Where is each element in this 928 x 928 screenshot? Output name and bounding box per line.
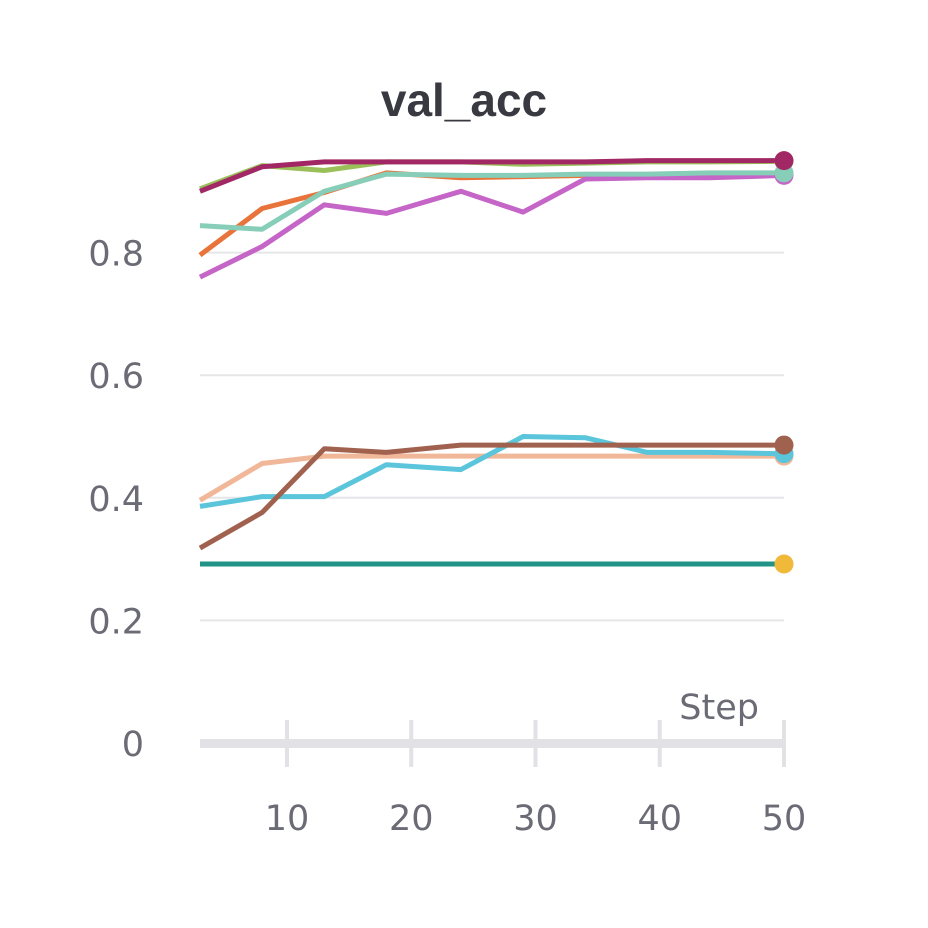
series-line-4	[199, 170, 784, 232]
x-tick-label: 20	[389, 799, 434, 839]
y-tick-label: 0.6	[88, 357, 144, 397]
chart-title: val_acc	[381, 74, 547, 126]
series-line-3	[198, 172, 785, 280]
x-axis-label: Step	[679, 688, 759, 728]
series-endpoint-8	[774, 435, 794, 455]
x-axis: 10 20 30 40 50	[200, 720, 806, 839]
series-line-8	[198, 442, 784, 551]
series-line-7	[199, 434, 785, 509]
x-tick-label: 10	[265, 799, 310, 839]
series-line-5	[199, 158, 784, 194]
x-tick-label: 40	[637, 799, 682, 839]
series-lines	[198, 158, 785, 567]
series-endpoint-9	[774, 554, 794, 574]
series-endpoint-5	[774, 151, 794, 171]
y-tick-label: 0	[122, 725, 144, 765]
y-tick-label: 0.8	[88, 235, 144, 275]
x-tick-label: 50	[762, 799, 807, 839]
series-endpoints	[774, 151, 794, 574]
y-tick-label: 0.4	[88, 480, 144, 520]
x-tick-label: 30	[513, 799, 558, 839]
y-tick-label: 0.2	[88, 602, 144, 642]
y-axis: 0 0.2 0.4 0.6 0.8	[88, 235, 144, 765]
series-line-6	[198, 453, 784, 503]
x-axis-baseline	[200, 739, 784, 748]
